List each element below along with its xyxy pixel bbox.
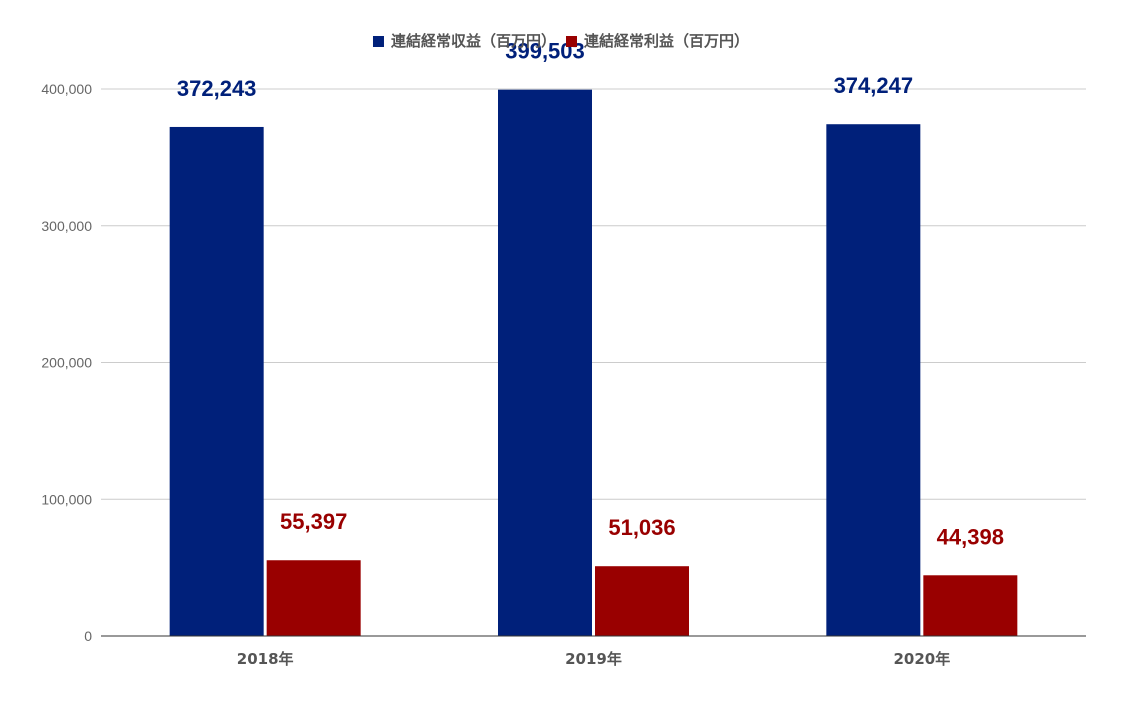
gridlines — [101, 88, 1086, 500]
data-label-series-0-cat-2: 374,247 — [834, 73, 914, 98]
legend-label: 連結経常収益（百万円） — [391, 32, 556, 50]
data-label-series-1-cat-2: 44,398 — [937, 524, 1004, 549]
bar-series-0-cat-0 — [169, 126, 264, 636]
y-axis-ticks: 0 100,000 200,000 300,000 400,000 — [41, 81, 92, 644]
bar-series-1-cat-0 — [266, 560, 361, 636]
x-category-label: 2018年 — [237, 650, 294, 668]
bar-series-1-cat-2 — [923, 575, 1018, 636]
legend-label: 連結経常利益（百万円） — [584, 32, 749, 50]
y-tick-label: 400,000 — [41, 81, 92, 97]
y-tick-label: 200,000 — [41, 355, 92, 371]
legend: 連結経常収益（百万円） 連結経常利益（百万円） — [372, 32, 749, 50]
x-axis-categories: 2018年 2019年 2020年 — [237, 650, 950, 668]
y-tick-label: 300,000 — [41, 218, 92, 234]
data-label-series-0-cat-0: 372,243 — [177, 76, 257, 101]
legend-entry-1: 連結経常利益（百万円） — [566, 32, 749, 50]
x-category-label: 2019年 — [565, 650, 622, 668]
bars — [169, 89, 1018, 637]
data-label-series-1-cat-0: 55,397 — [280, 509, 347, 534]
data-label-series-1-cat-1: 51,036 — [608, 515, 675, 540]
y-tick-label: 0 — [84, 628, 92, 644]
legend-swatch — [566, 36, 577, 47]
x-category-label: 2020年 — [893, 650, 950, 668]
legend-swatch — [372, 36, 384, 47]
bar-series-0-cat-2 — [826, 124, 921, 636]
bar-series-1-cat-1 — [595, 566, 689, 636]
legend-entry-0: 連結経常収益（百万円） — [372, 32, 556, 50]
y-tick-label: 100,000 — [41, 491, 92, 507]
bar-series-0-cat-1 — [498, 89, 592, 637]
